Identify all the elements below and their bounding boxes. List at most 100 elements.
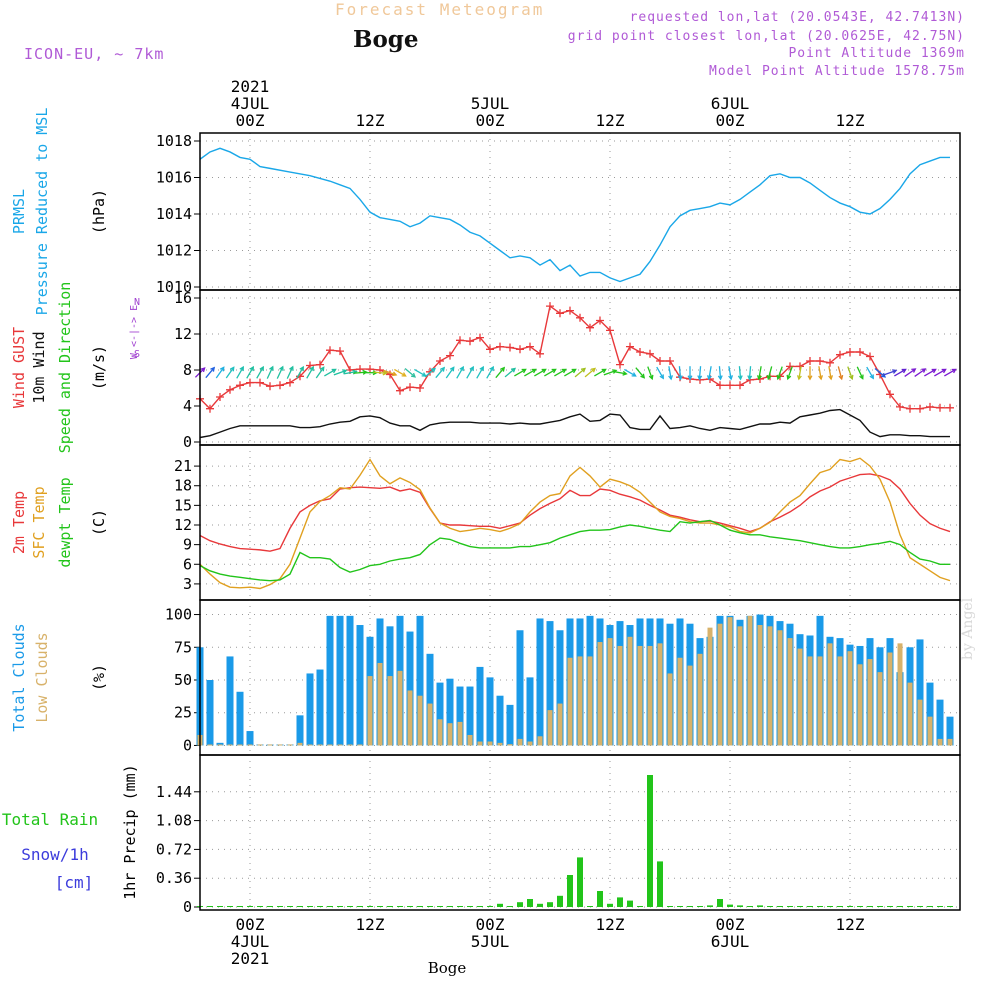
gust-marker: [856, 348, 864, 356]
wind-direction-arrow: [205, 367, 215, 379]
wind-direction-arrow: [758, 366, 762, 380]
low-cloud-bar: [487, 741, 493, 746]
wind-arrow-head: [612, 369, 618, 374]
wind-arrow-head: [747, 375, 753, 381]
total-cloud-bar: [936, 699, 944, 746]
total-cloud-bar: [926, 682, 934, 746]
wind-direction-arrow: [324, 368, 336, 377]
wind-direction-arrow: [276, 366, 284, 379]
precip-bar: [757, 905, 763, 907]
unit-label: (m/s): [90, 345, 108, 390]
gust-marker: [636, 348, 644, 356]
low-cloud-bar: [777, 630, 783, 746]
total-cloud-bar: [446, 678, 454, 746]
low-cloud-bar: [477, 741, 483, 746]
low-cloud-bar: [587, 656, 593, 746]
total-cloud-bar: [486, 677, 494, 746]
gust-marker: [556, 309, 564, 318]
low-cloud-bar: [217, 744, 223, 746]
precip-bar: [547, 902, 553, 907]
precip-bar: [307, 906, 313, 907]
wind-direction-arrow: [748, 366, 752, 380]
precip-bar: [637, 906, 643, 907]
low-cloud-bar: [227, 744, 233, 746]
wind-direction-arrow: [534, 368, 546, 377]
gust-marker: [406, 383, 414, 392]
gust-marker: [496, 342, 504, 351]
wind-direction-arrow: [847, 366, 853, 380]
wind-direction-arrow: [215, 367, 225, 379]
total-cloud-bar: [496, 695, 504, 746]
total-cloud-bar: [546, 621, 554, 746]
precip-bar: [607, 903, 613, 907]
precip-bar: [797, 906, 803, 907]
panel-frame: [199, 754, 961, 911]
sfc-temp-line: [199, 457, 951, 590]
total-cloud-bar: [506, 704, 514, 746]
bottom-time-label: 00Z: [236, 915, 265, 934]
axis-title-label: Pressure Reduced to MSL: [33, 108, 51, 316]
low-cloud-bar: [347, 744, 353, 746]
wind-arrow-head: [580, 367, 587, 373]
wind-direction-arrow: [504, 368, 516, 378]
precip-bar: [857, 906, 863, 907]
total-cloud-bar: [406, 631, 414, 746]
wind-direction-arrow: [934, 368, 946, 377]
gust-marker: [936, 403, 944, 412]
low-cloud-bar: [667, 673, 673, 746]
precip-unit-label: 1hr Precip (mm): [121, 764, 139, 899]
low-cloud-bar: [927, 716, 933, 746]
low-cloud-bar: [897, 643, 903, 746]
precip-bar: [377, 906, 383, 907]
snow-unit-label: [cm]: [55, 873, 94, 892]
precip-bar: [477, 906, 483, 907]
precip-bar: [317, 906, 323, 907]
axis-title-label: dewpt Temp: [56, 477, 74, 567]
gust-marker: [916, 404, 924, 413]
precip-bar: [517, 902, 523, 907]
wind-arrow-head: [489, 365, 494, 372]
low-cloud-bar: [577, 656, 583, 746]
y-tick-label: 1016: [156, 169, 192, 187]
precip-bar: [277, 906, 283, 907]
wind-arrow-head: [440, 366, 446, 372]
bottom-time-label: 00Z: [476, 915, 505, 934]
wind-arrow-head: [911, 368, 917, 373]
wind-gust-line: [199, 304, 950, 410]
low-cloud-bar: [257, 744, 263, 746]
wind-arrow-head: [728, 375, 734, 381]
gust-marker: [356, 365, 364, 374]
wind-direction-arrow: [564, 368, 576, 377]
total-cloud-bar: [306, 673, 314, 746]
total-cloud-bar: [476, 666, 484, 746]
wind-direction-arrow: [333, 369, 347, 376]
wind-direction-arrow: [495, 367, 505, 379]
low-cloud-bar: [787, 638, 793, 746]
grid-point-coordinates: grid point closest lon,lat (20.0625E, 42…: [567, 29, 965, 44]
low-cloud-bar: [827, 643, 833, 746]
top-time-label: 00Z: [476, 111, 505, 130]
low-cloud-bar: [337, 744, 343, 746]
gust-marker: [336, 347, 344, 356]
gust-marker: [236, 381, 244, 390]
wind-direction-arrow: [246, 366, 254, 379]
requested-coordinates: requested lon,lat (20.0543E, 42.7413N): [629, 10, 965, 25]
gust-marker: [486, 345, 494, 354]
wind-arrow-head: [648, 374, 654, 381]
low-cloud-bar: [877, 672, 883, 746]
wind-direction-arrow: [924, 368, 936, 377]
precip-bar: [467, 906, 473, 907]
gust-marker: [866, 352, 874, 361]
direction-legend-we: W <-|-> E: [129, 305, 140, 359]
precip-bar: [907, 906, 913, 907]
precip-bar: [847, 906, 853, 907]
y-tick-label: 1.08: [156, 812, 192, 830]
bottom-time-label: 4JUL: [231, 932, 270, 951]
y-tick-label: 4: [183, 397, 192, 415]
precip-bar: [947, 906, 953, 907]
precip-bar: [337, 906, 343, 907]
axis-title-label: Wind GUST: [10, 327, 28, 408]
point-altitude: Point Altitude 1369m: [788, 46, 965, 61]
wind-arrow-head: [382, 370, 388, 376]
